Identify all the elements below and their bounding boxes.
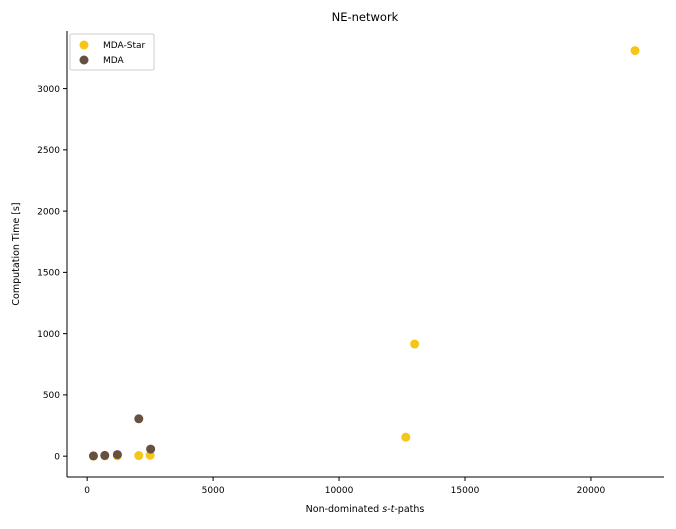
data-point-mda bbox=[100, 450, 110, 460]
x-axis-label: Non-dominated s-t-paths bbox=[306, 504, 425, 515]
y-tick-label: 3000 bbox=[37, 85, 60, 95]
legend-label-mda: MDA bbox=[103, 56, 125, 66]
chart-title: NE-network bbox=[332, 10, 399, 24]
x-tick-label: 20000 bbox=[577, 486, 606, 496]
legend-marker-mda bbox=[79, 55, 89, 65]
data-point-mda-star bbox=[401, 432, 411, 442]
x-tick-label: 0 bbox=[84, 486, 90, 496]
data-point-mda-star bbox=[134, 451, 144, 461]
y-axis-label: Computation Time [s] bbox=[11, 202, 22, 305]
y-tick-label: 1000 bbox=[37, 330, 60, 340]
x-tick-label: 10000 bbox=[325, 486, 354, 496]
x-tick-label: 15000 bbox=[451, 486, 480, 496]
data-point-mda bbox=[134, 414, 144, 424]
data-point-mda bbox=[88, 451, 98, 461]
legend-label-mda-star: MDA-Star bbox=[103, 41, 146, 51]
data-points bbox=[88, 46, 640, 461]
data-point-mda-star bbox=[410, 339, 420, 349]
y-tick-label: 2000 bbox=[37, 207, 60, 217]
legend-frame bbox=[69, 33, 155, 71]
y-tick-label: 500 bbox=[43, 391, 60, 401]
y-tick-label: 1500 bbox=[37, 269, 60, 279]
data-point-mda bbox=[146, 444, 156, 454]
x-tick-label: 5000 bbox=[202, 486, 225, 496]
y-tick-label: 2500 bbox=[37, 146, 60, 156]
legend: MDA-Star MDA bbox=[69, 33, 155, 71]
x-axis-ticks: 0 5000 10000 15000 20000 bbox=[84, 477, 606, 496]
legend-marker-mda-star bbox=[79, 40, 89, 50]
axes bbox=[66, 31, 664, 478]
y-axis-ticks: 0 500 1000 1500 2000 2500 3000 bbox=[37, 85, 67, 462]
data-point-mda-star bbox=[630, 46, 640, 56]
y-tick-label: 0 bbox=[54, 452, 60, 462]
data-point-mda bbox=[112, 450, 122, 460]
